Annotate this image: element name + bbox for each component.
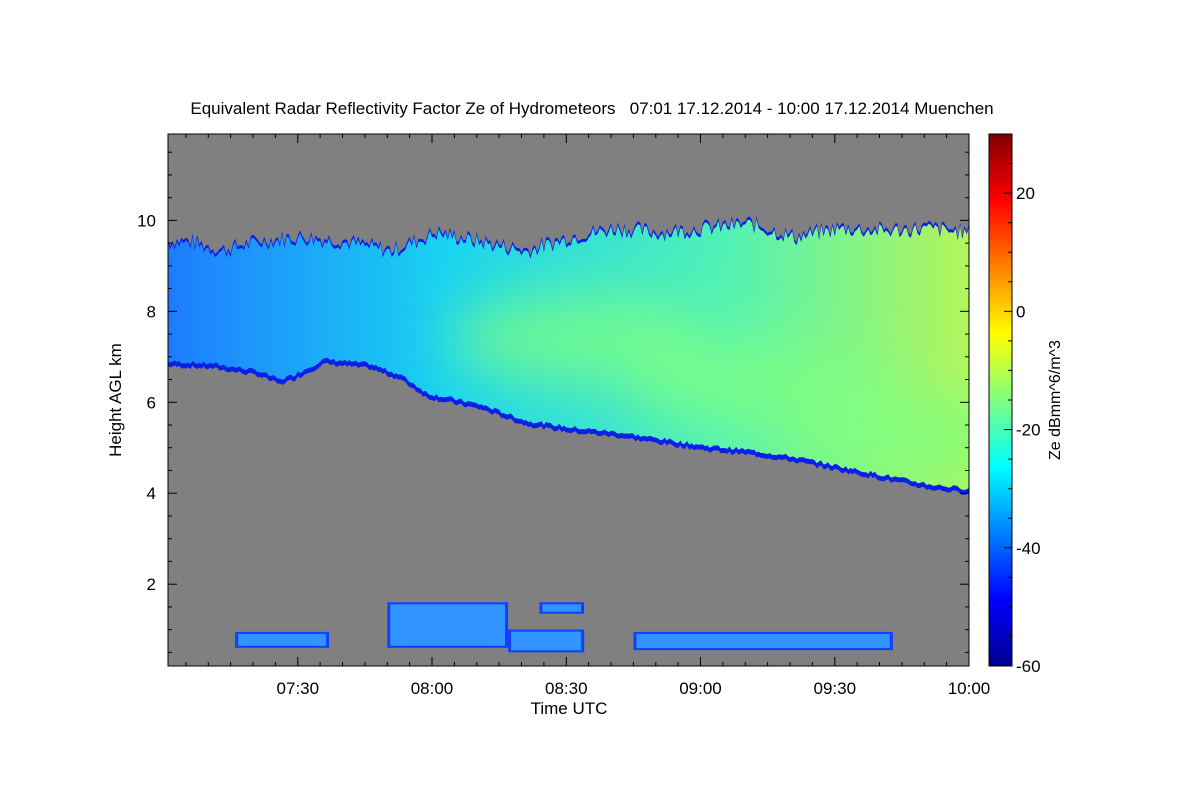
- lower-echo-core-4: [636, 633, 890, 649]
- upper-cloud-layer: [168, 216, 969, 495]
- lower-echo-core-1: [390, 604, 506, 646]
- colorbar-ticks: -60 -40 -20 0 20: [1004, 133, 1041, 676]
- y-tick-label-1: 4: [147, 484, 156, 503]
- y-tick-label-2: 6: [147, 393, 156, 412]
- reflectivity-core-0: [449, 293, 710, 384]
- x-tick-label-3: 09:00: [679, 679, 722, 698]
- plot-frame: [167, 133, 970, 667]
- colorbar-tick-label-3: 0: [1016, 302, 1025, 321]
- colorbar-tick-label-1: -40: [1016, 539, 1041, 558]
- y-axis-label: Height AGL km: [106, 343, 125, 457]
- colorbar: -60 -40 -20 0 20 Ze dBmm^6/m^3: [988, 133, 1064, 676]
- upper-layer-cores: [449, 293, 969, 484]
- colorbar-tick-label-2: -20: [1016, 421, 1041, 440]
- chart-title: Equivalent Radar Reflectivity Factor Ze …: [190, 99, 993, 118]
- colorbar-label: Ze dBmm^6/m^3: [1047, 340, 1064, 460]
- reflectivity-core-1: [628, 339, 889, 430]
- lower-echoes: [235, 602, 893, 653]
- lower-echo-core-0: [238, 633, 327, 646]
- x-tick-label-5: 10:00: [948, 679, 991, 698]
- plot-area: [168, 134, 969, 666]
- x-tick-label-2: 08:30: [545, 679, 588, 698]
- x-axis-label: Time UTC: [531, 699, 608, 718]
- y-tick-label-3: 8: [147, 302, 156, 321]
- lower-echo-core-3: [542, 604, 582, 612]
- reflectivity-core-2: [789, 393, 969, 484]
- y-tick-label-4: 10: [137, 211, 156, 230]
- lower-echo-core-2: [511, 631, 582, 651]
- x-tick-label-1: 08:00: [411, 679, 454, 698]
- y-tick-label-0: 2: [147, 575, 156, 594]
- x-tick-label-4: 09:30: [814, 679, 857, 698]
- y-axis: 2 4 6 8 10: [137, 151, 969, 653]
- x-axis: 07:30 08:00 08:30 09:00 09:30 10:00: [185, 134, 991, 698]
- colorbar-tick-label-0: -60: [1016, 657, 1041, 676]
- x-tick-label-0: 07:30: [277, 679, 320, 698]
- colorbar-tick-label-4: 20: [1016, 184, 1035, 203]
